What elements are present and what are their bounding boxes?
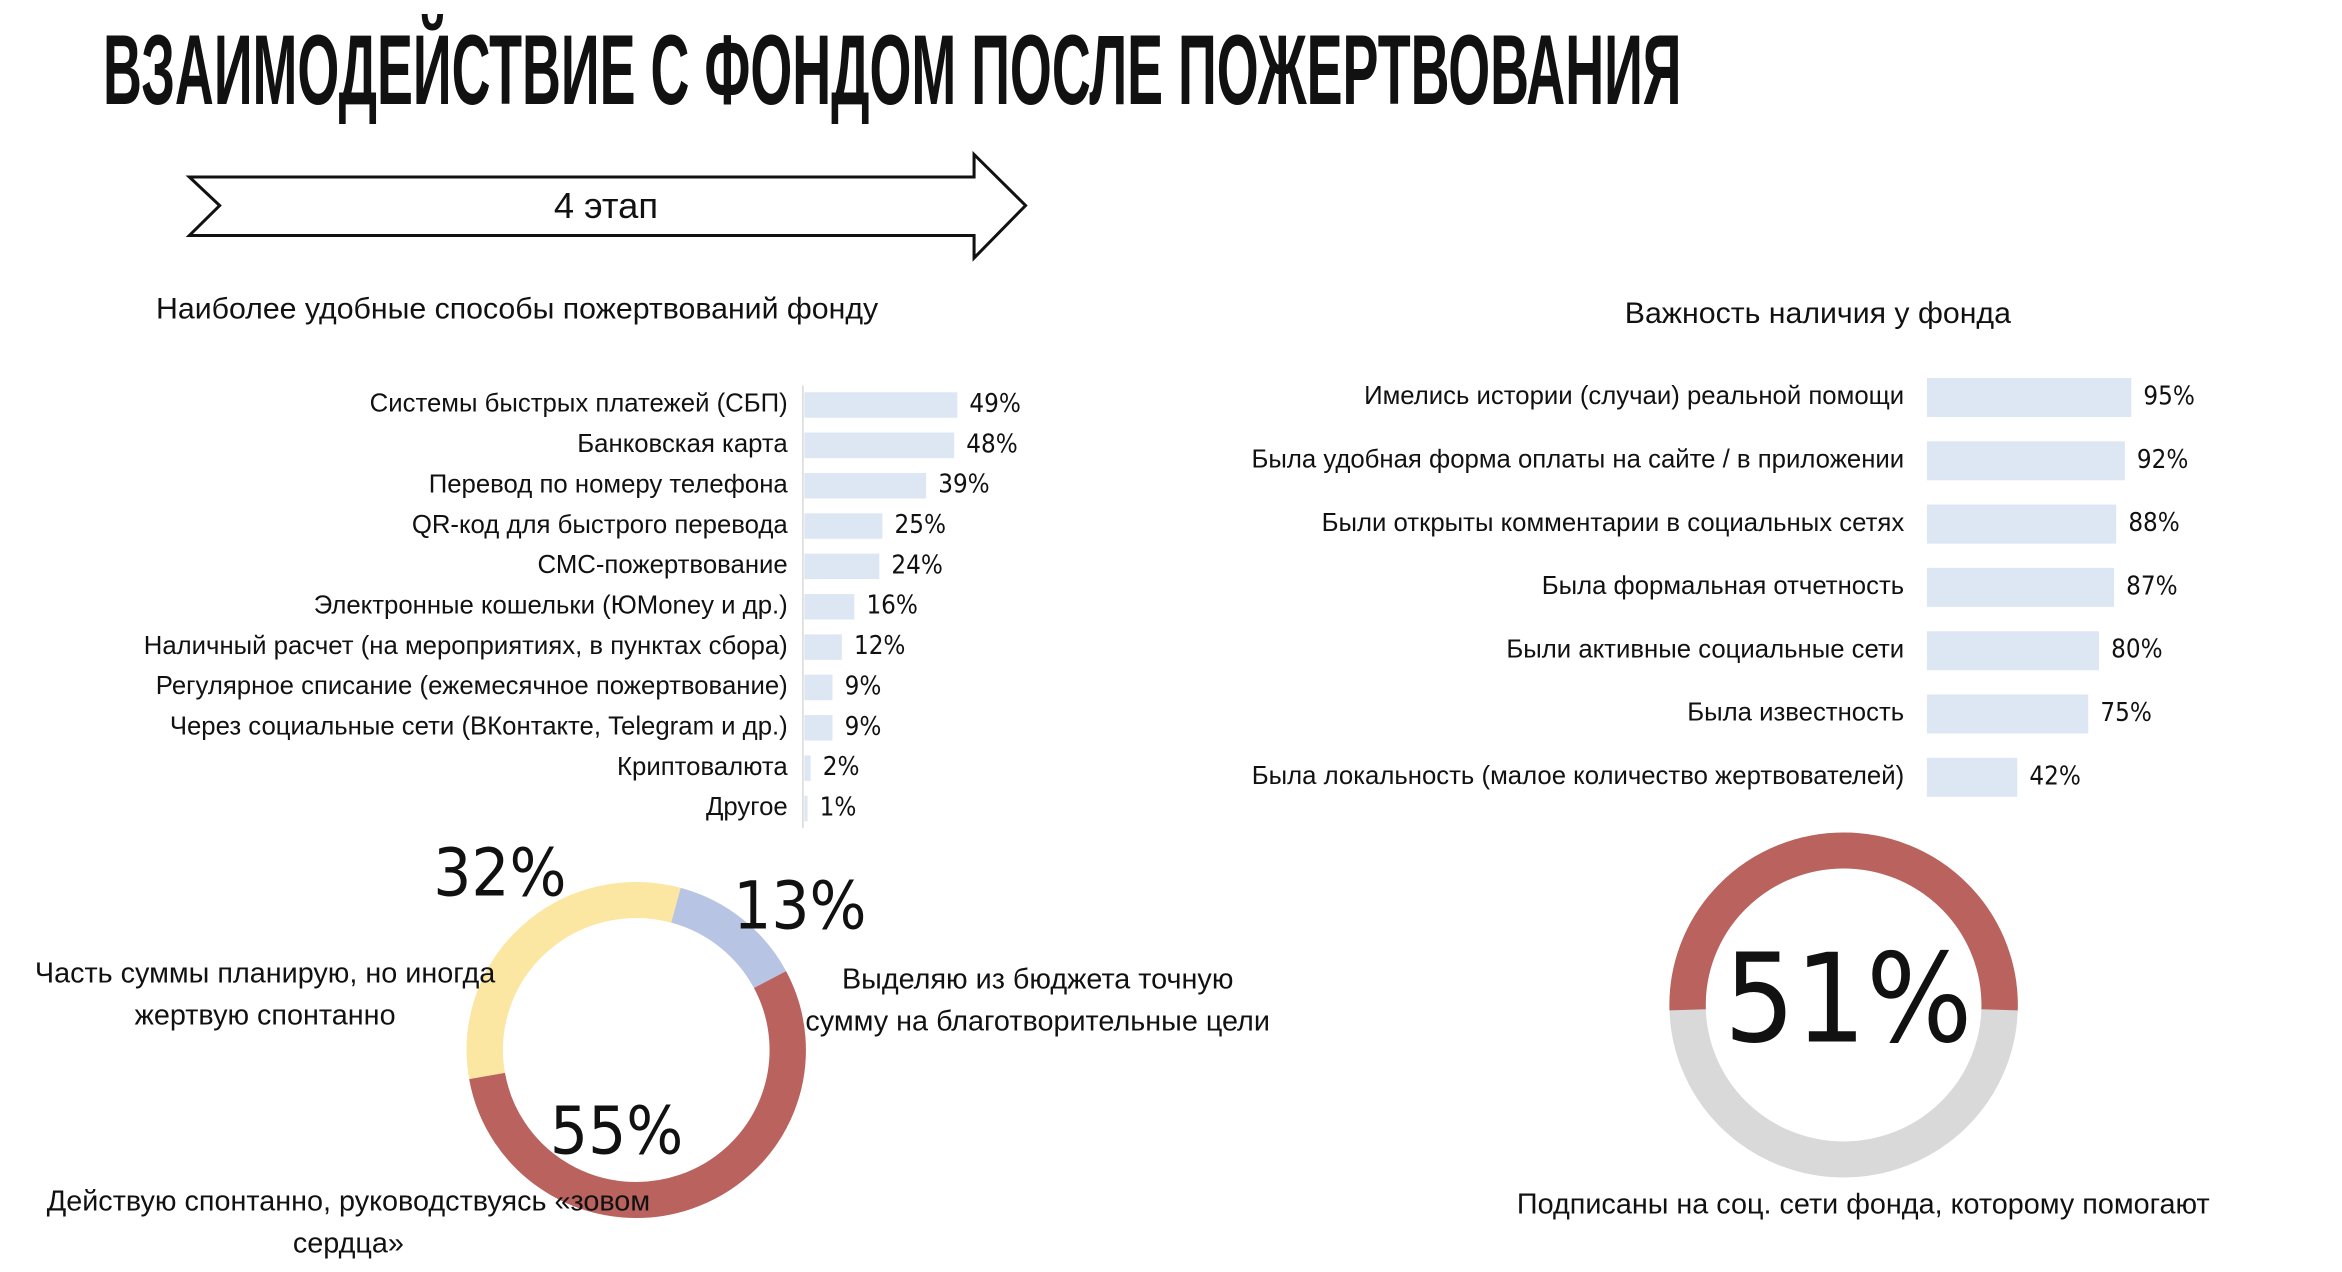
category-label: Банковская карта <box>577 430 788 458</box>
bar <box>1926 441 2125 481</box>
value-label: 75% <box>2100 698 2151 728</box>
bar <box>804 795 808 822</box>
category-label: Была удобная форма оплаты на сайте / в п… <box>1251 446 1904 474</box>
category-label: Были активные социальные сети <box>1506 636 1904 664</box>
bar <box>804 755 811 781</box>
donut-segment <box>469 971 806 1218</box>
gauge-caption-box: Подписаны на соц. сети фонда, которому п… <box>1516 1189 2210 1222</box>
category-label: Электронные кошельки (ЮMoney и др.) <box>314 592 788 620</box>
bar <box>804 472 927 499</box>
bar <box>804 553 880 580</box>
category-label: Другое <box>706 793 788 821</box>
bar <box>1926 631 2100 671</box>
value-label: 80% <box>2111 635 2162 665</box>
category-label: Была формальная отчетность <box>1542 572 1904 600</box>
category-label: Криптовалюта <box>617 753 788 781</box>
value-label: 49% <box>969 389 1020 419</box>
bar <box>804 634 842 660</box>
category-label: Системы быстрых платежей (СБП) <box>370 390 788 418</box>
category-label: Наличный расчет (на мероприятиях, в пунк… <box>144 632 788 660</box>
category-label: Через социальные сети (ВКонтакте, Telegr… <box>170 713 788 741</box>
category-label: Часть суммы планирую, но иногда жертвую … <box>34 958 496 1033</box>
category-label: Перевод по номеру телефона <box>429 471 789 499</box>
value-label: 13% <box>733 867 866 945</box>
donut-segment <box>670 887 787 989</box>
category-label-box: Действую спонтанно, руководствуясь «зово… <box>46 1186 651 1261</box>
category-label-box: Часть суммы планирую, но иногда жертвую … <box>34 958 496 1033</box>
value-label: 9% <box>845 712 882 742</box>
value-label: 24% <box>891 550 942 580</box>
value-label: 9% <box>845 672 882 702</box>
value-label: 88% <box>2128 508 2179 538</box>
category-label: Были открыты комментарии в социальных се… <box>1322 509 1905 537</box>
value-label: 32% <box>433 834 566 912</box>
value-label: 1% <box>820 793 857 823</box>
page-title: ВЗАИМОДЕЙСТВИЕ С ФОНДОМ ПОСЛЕ ПОЖЕРТВОВА… <box>103 14 1682 126</box>
chart-title: Важность наличия у фонда <box>1625 297 2011 330</box>
value-label: 39% <box>938 470 989 500</box>
chart-title: Наиболее удобные способы пожертвований ф… <box>156 293 878 326</box>
category-label: СМС-пожертвование <box>538 551 788 579</box>
bar <box>1926 504 2117 544</box>
category-label: Была локальность (малое количество жертв… <box>1252 762 1904 790</box>
bar <box>1926 694 2089 734</box>
value-label: 55% <box>550 1092 683 1170</box>
gauge-caption: Подписаны на соц. сети фонда, которому п… <box>1516 1189 2210 1222</box>
bar <box>1926 757 2018 797</box>
bar <box>804 513 883 539</box>
value-label: 25% <box>895 510 946 540</box>
value-label: 48% <box>966 429 1017 459</box>
bar <box>804 715 833 741</box>
category-label: Регулярное списание (ежемесячное пожертв… <box>156 672 788 700</box>
category-label: Действую спонтанно, руководствуясь «зово… <box>46 1186 651 1261</box>
value-label: 95% <box>2143 382 2194 412</box>
category-label: QR-код для быстрого перевода <box>412 511 789 539</box>
gauge-arc <box>1669 832 2018 1011</box>
stage-arrow <box>185 150 1028 262</box>
bar <box>804 432 955 459</box>
category-label: Имелись истории (случаи) реальной помощи <box>1364 382 1904 410</box>
value-label: 16% <box>866 591 917 621</box>
value-label: 92% <box>2137 445 2188 475</box>
value-label: 12% <box>854 631 905 661</box>
bar <box>1926 378 2132 417</box>
bar <box>1926 567 2115 607</box>
donut-segment <box>466 882 681 1080</box>
value-label: 87% <box>2126 571 2177 601</box>
value-label: 42% <box>2029 761 2080 791</box>
bar <box>804 594 855 620</box>
bar <box>804 392 958 418</box>
stage-label: 4 этап <box>554 185 658 226</box>
bar <box>804 674 833 701</box>
category-label-box: Выделяю из бюджета точную сумму на благо… <box>805 964 1270 1039</box>
value-label: 51% <box>1724 928 1972 1071</box>
value-label: 2% <box>823 752 860 782</box>
category-label: Выделяю из бюджета точную сумму на благо… <box>805 964 1270 1039</box>
category-label: Была известность <box>1687 699 1904 727</box>
